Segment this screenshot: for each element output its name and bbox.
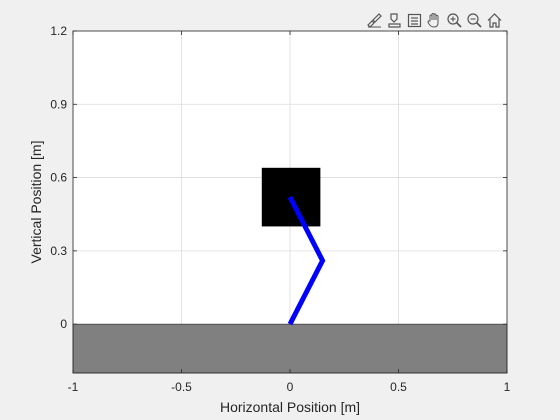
home-button[interactable] [485, 11, 504, 30]
y-tick-label: 1.2 [50, 24, 67, 38]
datatip-icon [388, 12, 401, 28]
x-axis-label: Horizontal Position [m] [220, 399, 360, 415]
axes-toolbar [365, 10, 505, 30]
x-tick-labels: -1 -0.5 0 0.5 1 [68, 380, 511, 394]
y-tick-label: 0.6 [50, 171, 67, 185]
y-tick-label: 0.9 [50, 97, 67, 111]
x-tick-label: 1 [504, 380, 511, 394]
leg-line [287, 195, 326, 326]
y-tick-label: 0.3 [50, 244, 67, 258]
legend-icon [407, 13, 422, 27]
ground-rectangle [72, 323, 508, 374]
tick-marks [72, 30, 508, 373]
brush-button[interactable] [365, 11, 384, 30]
x-tick-label: 0.5 [390, 380, 407, 394]
zoom-in-icon [447, 12, 462, 28]
y-tick-label: 0 [60, 317, 67, 331]
zoom-out-icon [467, 12, 482, 28]
brush-icon [367, 12, 382, 28]
pan-button[interactable] [425, 11, 444, 30]
zoom-out-button[interactable] [465, 11, 484, 30]
x-tick-label: -1 [68, 380, 79, 394]
y-axis-label: Vertical Position [m] [28, 141, 44, 264]
pan-hand-icon [427, 12, 439, 28]
datatip-button[interactable] [385, 11, 404, 30]
home-icon [487, 12, 502, 28]
zoom-in-button[interactable] [445, 11, 464, 30]
y-tick-labels: 0 0.3 0.6 0.9 1.2 [50, 24, 67, 331]
x-tick-label: 0 [287, 380, 294, 394]
x-tick-label: -0.5 [171, 380, 192, 394]
legend-button[interactable] [405, 11, 424, 30]
